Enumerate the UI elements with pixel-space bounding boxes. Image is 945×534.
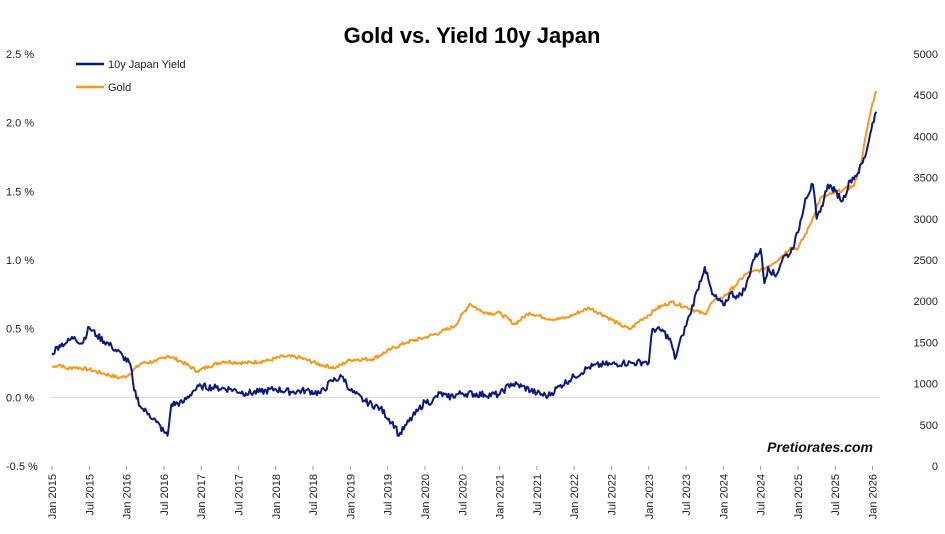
x-tick-label: Jan 2020 (420, 474, 432, 519)
right-tick-label: 1500 (914, 337, 938, 349)
watermark: Pretiorates.com (767, 439, 873, 455)
right-tick-label: 2000 (914, 296, 938, 308)
left-tick-label: 2.0 % (6, 118, 34, 130)
x-tick-label: Jul 2023 (681, 474, 693, 516)
x-tick-label: Jul 2018 (308, 474, 320, 516)
right-tick-label: 4000 (914, 131, 938, 143)
left-tick-label: 0.0 % (6, 392, 34, 404)
legend-label: 10y Japan Yield (108, 59, 186, 71)
x-tick-label: Jan 2019 (345, 474, 357, 519)
left-tick-label: 1.5 % (6, 186, 34, 198)
x-axis: Jan 2015 Jul 2015 Jan 2016 Jul 2016 Jan 2017… (47, 466, 880, 519)
left-tick-label: 2.5 % (6, 49, 34, 61)
legend-label: Gold (108, 82, 131, 94)
right-tick-label: 5000 (914, 49, 938, 61)
x-tick-label: Jan 2017 (196, 474, 208, 519)
right-tick-label: 1000 (914, 379, 938, 391)
x-tick-label: Jul 2016 (159, 474, 171, 516)
x-tick-label: Jul 2021 (532, 474, 544, 516)
right-tick-label: 500 (920, 420, 938, 432)
x-tick-label: Jan 2025 (793, 474, 805, 519)
right-axis: 0 500 1000 1500 2000 2500 3000 3500 4000 4500 5000 (914, 49, 938, 473)
x-tick-label: Jul 2022 (606, 474, 618, 516)
x-tick-label: Jan 2026 (868, 474, 880, 519)
right-tick-label: 0 (932, 461, 938, 473)
right-tick-label: 3500 (914, 173, 938, 185)
series-layer (51, 90, 878, 437)
x-tick-label: Jan 2018 (271, 474, 283, 519)
x-tick-label: Jan 2024 (718, 474, 730, 519)
left-axis: -0.5 % 0.0 % 0.5 % 1.0 % 1.5 % 2.0 % 2.5 % (6, 49, 38, 473)
right-tick-label: 4500 (914, 90, 938, 102)
x-tick-label: Jan 2021 (495, 474, 507, 519)
left-tick-label: 1.0 % (6, 255, 34, 267)
series-line-gold (51, 90, 878, 380)
x-tick-label: Jan 2023 (644, 474, 656, 519)
x-tick-label: Jan 2015 (47, 474, 59, 519)
x-tick-label: Jul 2020 (457, 474, 469, 516)
right-tick-label: 2500 (914, 255, 938, 267)
left-tick-label: 0.5 % (6, 324, 34, 336)
chart-title: Gold vs. Yield 10y Japan (344, 23, 601, 48)
x-tick-label: Jul 2019 (383, 474, 395, 516)
x-tick-label: Jul 2025 (830, 474, 842, 516)
x-tick-label: Jan 2016 (122, 474, 134, 519)
right-tick-label: 3000 (914, 214, 938, 226)
x-tick-label: Jul 2024 (756, 474, 768, 516)
x-tick-label: Jul 2015 (84, 474, 96, 516)
x-tick-label: Jul 2017 (233, 474, 245, 516)
legend: 10y Japan Yield Gold (76, 59, 186, 94)
x-tick-label: Jan 2022 (569, 474, 581, 519)
series-line-japan-yield (51, 111, 878, 437)
left-tick-label: -0.5 % (6, 461, 38, 473)
